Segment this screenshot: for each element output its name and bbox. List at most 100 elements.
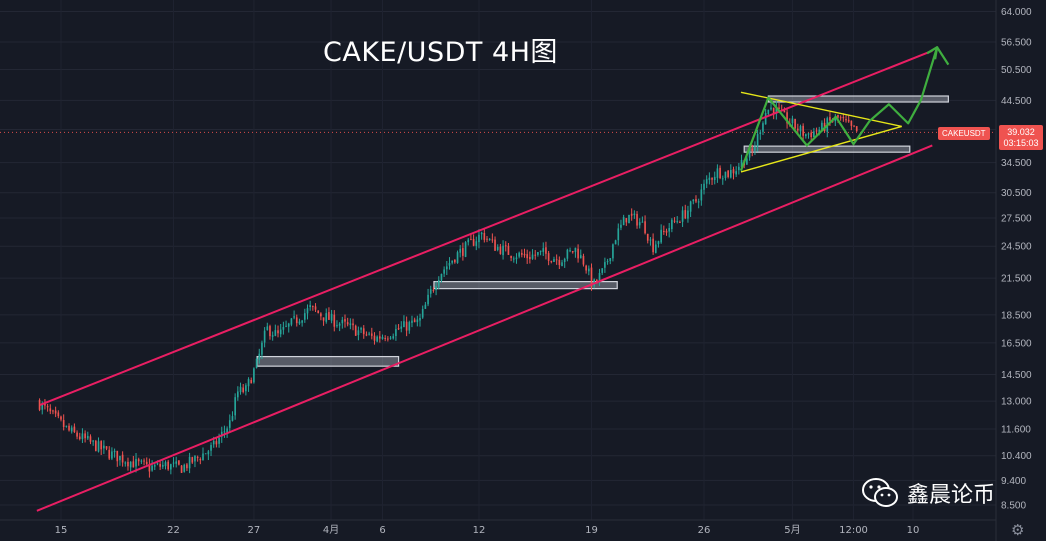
gear-icon[interactable]: ⚙ xyxy=(1011,521,1025,539)
candle xyxy=(172,457,175,468)
candle-body xyxy=(620,224,622,228)
candle-body xyxy=(499,246,502,254)
candle-body xyxy=(49,408,52,412)
candle-body xyxy=(247,379,250,387)
candle-body xyxy=(807,133,810,135)
candle xyxy=(716,164,719,183)
candle-body xyxy=(103,445,105,449)
candle-body xyxy=(604,262,606,268)
candle-body xyxy=(70,427,73,432)
x-tick-label: 6 xyxy=(379,525,385,536)
candle xyxy=(470,234,472,241)
candle xyxy=(711,177,713,185)
candle-body xyxy=(333,314,336,327)
candle-body xyxy=(550,261,553,263)
candle xyxy=(762,121,764,135)
candle xyxy=(628,214,630,224)
candle xyxy=(210,442,212,457)
candle xyxy=(515,253,518,264)
candle-body xyxy=(303,313,306,320)
candle xyxy=(641,216,644,223)
candle-body xyxy=(630,213,633,216)
candle-body xyxy=(802,125,804,136)
candle-body xyxy=(732,169,735,174)
candle xyxy=(440,273,443,283)
y-tick-label: 9.400 xyxy=(1001,476,1026,487)
candle xyxy=(802,123,804,140)
candle-body xyxy=(671,219,673,230)
candle-body xyxy=(279,329,282,335)
candle-body xyxy=(84,433,86,439)
candle-body xyxy=(421,309,424,318)
candle xyxy=(413,317,416,323)
candle-body xyxy=(478,234,480,243)
candle-body xyxy=(531,254,534,259)
candle xyxy=(579,249,582,259)
candle-body xyxy=(153,465,156,467)
x-tick-label: 22 xyxy=(167,525,180,536)
candle-body xyxy=(684,210,687,219)
candle-body xyxy=(837,115,839,118)
candle xyxy=(657,240,660,248)
candle xyxy=(534,250,537,260)
candle xyxy=(713,171,716,185)
candle xyxy=(654,240,657,254)
candle xyxy=(429,285,432,298)
candle-body xyxy=(140,460,143,462)
candle-body xyxy=(590,267,593,287)
candle xyxy=(231,411,234,422)
candle xyxy=(92,439,94,446)
candle-body xyxy=(306,308,309,314)
last-price-value: 39.032 xyxy=(1007,127,1035,137)
candle xyxy=(614,239,617,245)
candle-body xyxy=(97,441,100,452)
candle xyxy=(129,461,132,474)
candle-body xyxy=(778,107,780,110)
candle xyxy=(531,249,534,260)
y-tick-label: 24.500 xyxy=(1001,242,1032,253)
candle-body xyxy=(759,132,762,135)
candle-body xyxy=(365,334,368,336)
candle xyxy=(105,446,108,451)
candle-body xyxy=(317,310,320,314)
candle xyxy=(127,457,129,471)
candle xyxy=(590,263,593,291)
candle-body xyxy=(566,249,569,259)
candle xyxy=(563,257,566,268)
candle xyxy=(135,453,137,473)
candle xyxy=(68,423,70,432)
candle xyxy=(727,170,729,179)
candle-body xyxy=(467,239,470,243)
candle xyxy=(443,266,445,277)
candle xyxy=(756,129,759,152)
candle xyxy=(620,219,622,231)
candle xyxy=(839,115,842,121)
candle-body xyxy=(520,252,523,255)
candle xyxy=(467,237,470,246)
candle xyxy=(199,457,202,465)
candle-body xyxy=(312,305,314,307)
candle-body xyxy=(614,240,617,245)
candle-body xyxy=(239,386,242,393)
candle-body xyxy=(121,454,124,463)
candle-body xyxy=(419,317,421,321)
candle xyxy=(673,217,676,224)
candle xyxy=(411,315,413,328)
candle xyxy=(494,236,496,251)
candle-body xyxy=(689,201,692,212)
candle xyxy=(488,237,491,241)
candle xyxy=(290,317,293,327)
last-price-label: 39.032 03:15:03 xyxy=(999,125,1043,150)
candle-body xyxy=(194,455,196,462)
candle-body xyxy=(740,160,743,168)
candle xyxy=(124,461,127,467)
candle-body xyxy=(729,169,732,178)
candle-body xyxy=(228,420,231,428)
candle xyxy=(445,261,448,276)
candle-body xyxy=(475,241,478,246)
candle xyxy=(65,425,68,428)
candle xyxy=(269,324,271,340)
candle xyxy=(671,218,673,233)
candle xyxy=(253,367,255,384)
